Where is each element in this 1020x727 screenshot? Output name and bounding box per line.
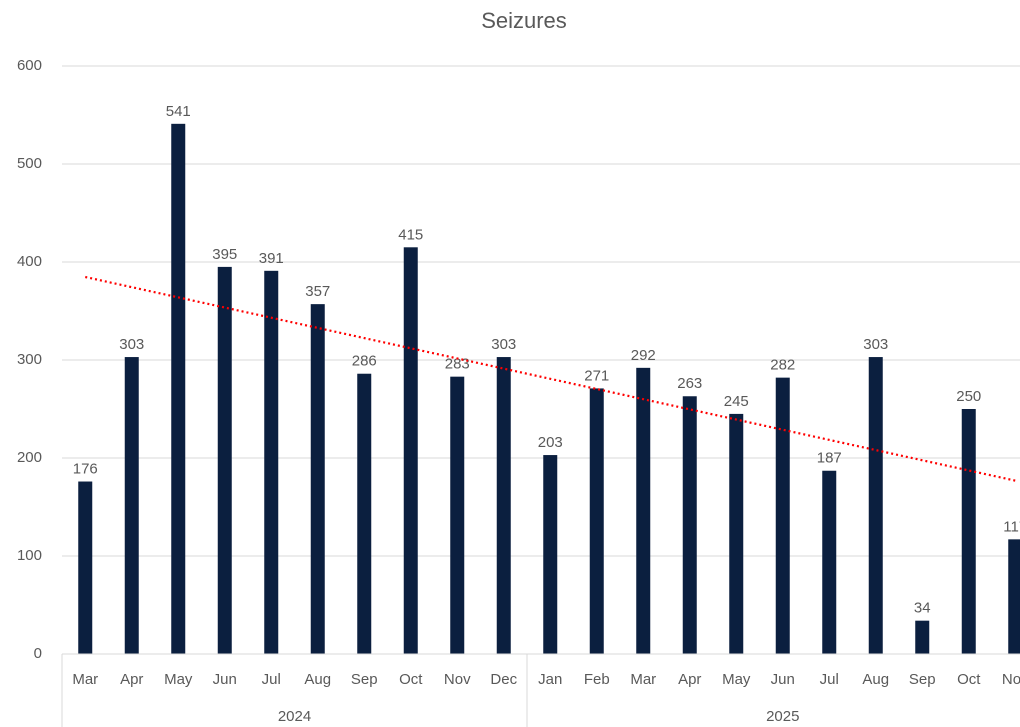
x-tick-label: Apr: [120, 671, 143, 688]
bar: [868, 357, 883, 654]
data-label: 283: [445, 356, 470, 373]
chart-title: Seizures: [481, 8, 567, 33]
x-tick-label: Aug: [304, 671, 331, 688]
trendline: [85, 275, 1016, 482]
data-label: 176: [73, 460, 98, 477]
data-label: 391: [259, 250, 284, 267]
data-label: 34: [914, 600, 931, 617]
bar: [543, 455, 558, 654]
bar: [775, 377, 790, 654]
data-label: 203: [538, 434, 563, 451]
bar: [822, 470, 837, 654]
x-tick-label: Jun: [771, 671, 795, 688]
data-label: 303: [491, 336, 516, 353]
data-label: 250: [956, 388, 981, 405]
group-label: 2025: [766, 708, 799, 725]
data-label: 292: [631, 347, 656, 364]
data-label: 271: [584, 367, 609, 384]
y-tick-label: 600: [17, 57, 42, 74]
bar: [589, 388, 604, 654]
x-tick-label: Jan: [538, 671, 562, 688]
data-label: 303: [119, 336, 144, 353]
data-label: 263: [677, 375, 702, 392]
x-tick-label: Mar: [630, 671, 656, 688]
x-tick-label: Aug: [862, 671, 889, 688]
x-tick-label: Dec: [490, 671, 517, 688]
x-tick-label: Oct: [399, 671, 423, 688]
y-tick-label: 300: [17, 351, 42, 368]
bar: [729, 413, 744, 654]
x-tick-label: Jul: [262, 671, 281, 688]
x-tick-label: Mar: [72, 671, 98, 688]
data-label: 245: [724, 393, 749, 410]
x-tick-label: May: [722, 671, 751, 688]
data-label: 541: [166, 103, 191, 120]
y-tick-label: 200: [17, 449, 42, 466]
x-tick-label: Nov: [444, 671, 471, 688]
data-label: 117: [1003, 518, 1020, 535]
y-tick-label: 0: [34, 645, 42, 662]
bar: [636, 367, 651, 654]
data-label: 282: [770, 357, 795, 374]
data-label: 187: [817, 450, 842, 467]
y-tick-label: 400: [17, 253, 42, 270]
bar: [496, 357, 511, 654]
bar: [171, 123, 186, 654]
bar: [682, 396, 697, 654]
data-label: 357: [305, 283, 330, 300]
bar: [1008, 539, 1020, 654]
data-label: 286: [352, 353, 377, 370]
x-tick-label: Jun: [213, 671, 237, 688]
bar: [78, 481, 93, 654]
bar: [124, 357, 139, 654]
y-tick-label: 500: [17, 155, 42, 172]
x-tick-label: Sep: [909, 671, 936, 688]
x-tick-label: Feb: [584, 671, 610, 688]
bar: [264, 270, 279, 654]
x-tick-label: Jul: [820, 671, 839, 688]
data-label: 395: [212, 246, 237, 263]
x-tick-label: Oct: [957, 671, 981, 688]
data-label: 415: [398, 226, 423, 243]
x-tick-label: May: [164, 671, 193, 688]
bar: [217, 266, 232, 654]
bar: [915, 620, 930, 654]
bar: [310, 304, 325, 654]
x-tick-label: Sep: [351, 671, 378, 688]
x-tick-label: Nov: [1002, 671, 1020, 688]
x-tick-label: Apr: [678, 671, 701, 688]
y-tick-label: 100: [17, 547, 42, 564]
bar: [961, 409, 976, 654]
bar: [357, 373, 372, 654]
bar: [403, 247, 418, 655]
data-label: 303: [863, 336, 888, 353]
group-label: 2024: [278, 708, 311, 725]
bar: [450, 376, 465, 654]
